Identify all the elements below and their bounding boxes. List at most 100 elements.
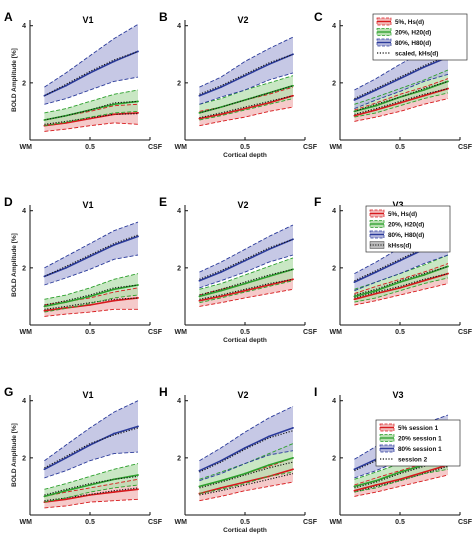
legend-row-2: 5%, Hs(d) 20%, H20(d) 80%, H80(d) kHss(d) — [365, 205, 451, 253]
data-point — [353, 281, 356, 284]
data-point — [43, 468, 46, 471]
data-point — [353, 489, 356, 492]
data-point — [113, 60, 115, 63]
ci-upper-2 — [199, 75, 294, 105]
data-point — [399, 259, 401, 262]
ci-lower-1 — [199, 106, 294, 127]
data-point — [244, 74, 246, 77]
model-dotted-1 — [199, 95, 294, 119]
y-axis-label: BOLD Amplitude [%] — [11, 423, 18, 487]
data-point — [268, 275, 270, 278]
data-point — [292, 456, 294, 459]
ci-lower-1 — [354, 474, 449, 497]
data-point — [137, 235, 139, 238]
data-point — [89, 255, 91, 258]
data-point — [113, 244, 115, 246]
panel-letter: A — [4, 10, 13, 24]
data-point — [244, 259, 246, 262]
panel-D: D V1 2 4 WM 0.5 CSF BOLD Amplitude [%] — [4, 195, 163, 336]
x-tick-label: CSF — [458, 329, 473, 336]
ci-band-2 — [44, 90, 138, 126]
x-tick-label: CSF — [458, 519, 473, 526]
data-point — [292, 468, 294, 471]
legend-label: kHss(d) — [388, 243, 411, 250]
ci-upper-3 — [199, 224, 294, 273]
data-point — [353, 114, 356, 117]
legend-label: scaled, kHs(d) — [395, 51, 438, 58]
data-point — [137, 50, 139, 53]
x-tick-label: WM — [175, 329, 188, 336]
data-point — [375, 289, 377, 292]
data-point — [198, 279, 201, 282]
data-point — [268, 63, 270, 66]
legend-label: 80% session 1 — [398, 446, 442, 453]
data-point — [292, 278, 294, 281]
ci-lower-3 — [354, 73, 449, 110]
data-point — [137, 111, 139, 114]
ci-upper-3 — [44, 221, 139, 269]
data-point — [198, 111, 201, 114]
x-axis-label: Cortical depth — [223, 527, 267, 534]
ci-lower-1 — [44, 498, 139, 509]
data-point — [399, 281, 401, 284]
model-dotted-2 — [44, 100, 139, 121]
data-point — [113, 113, 115, 116]
data-point — [137, 474, 139, 476]
panel-letter: F — [314, 195, 321, 209]
y-tick-label: 4 — [177, 208, 181, 215]
data-point — [89, 117, 91, 120]
y-tick-label: 4 — [332, 398, 336, 405]
x-tick-label: CSF — [303, 329, 318, 336]
data-point — [244, 481, 246, 484]
panel-title: V1 — [82, 15, 93, 25]
data-point — [399, 471, 401, 474]
y-tick-label: 2 — [177, 455, 181, 462]
x-tick-label: 0.5 — [395, 329, 405, 336]
panel-title: V2 — [237, 390, 248, 400]
panel-E: E V2 2 4 WM 0.5 CSF Cortical depth — [159, 195, 318, 344]
legend-label: 20% session 1 — [398, 436, 442, 443]
data-point — [198, 469, 201, 472]
legend-swatch — [369, 241, 385, 249]
x-tick-label: WM — [175, 144, 188, 151]
data-point — [244, 289, 246, 292]
data-point — [423, 471, 425, 474]
data-point — [89, 494, 91, 496]
panel-letter: E — [159, 195, 167, 209]
panel-letter: D — [4, 195, 13, 209]
x-tick-label: 0.5 — [240, 519, 250, 526]
model-dotted-1 — [44, 297, 139, 310]
data-point — [447, 80, 449, 83]
data-point — [89, 109, 91, 111]
ci-upper-2 — [354, 69, 449, 105]
data-point — [423, 279, 425, 282]
data-point — [268, 464, 270, 466]
ci-lower-3 — [44, 451, 139, 479]
data-point — [268, 284, 270, 286]
x-tick-label: CSF — [148, 144, 163, 151]
ci-lower-2 — [199, 280, 294, 304]
data-point — [268, 91, 270, 94]
y-tick-label: 4 — [332, 208, 336, 215]
data-point — [113, 288, 115, 291]
ci-lower-3 — [354, 254, 449, 292]
data-point — [220, 86, 222, 89]
model-dotted-3 — [354, 55, 449, 100]
panel-A: A V1 2 4 WM 0.5 CSF BOLD Amplitude [%] — [4, 10, 163, 151]
x-axis-label: Cortical depth — [223, 152, 267, 159]
panel-title: V1 — [82, 200, 93, 210]
ci-band-3 — [44, 400, 138, 478]
model-dotted-3 — [199, 238, 294, 280]
x-tick-label: WM — [175, 519, 188, 526]
data-point — [220, 486, 222, 489]
data-point — [353, 295, 356, 298]
ci-upper-3 — [199, 405, 294, 462]
model-dotted-2 — [199, 85, 294, 114]
legend-label: 80%, H80(d) — [395, 40, 431, 47]
y-tick-label: 2 — [177, 265, 181, 272]
x-tick-label: CSF — [303, 519, 318, 526]
data-point — [113, 103, 115, 106]
ci-upper-2 — [44, 463, 139, 490]
data-point — [375, 484, 377, 486]
data-point — [423, 66, 425, 69]
